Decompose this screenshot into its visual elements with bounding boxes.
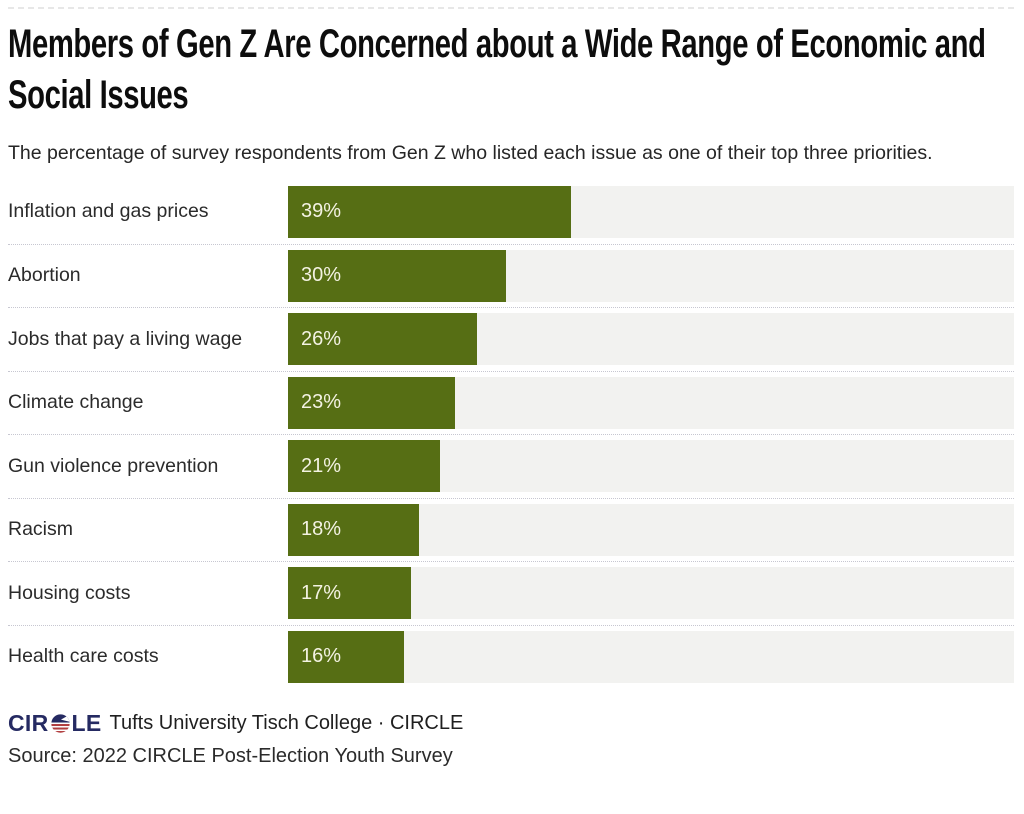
bar-row: Health care costs 16%: [8, 624, 1014, 689]
bar: 26%: [288, 313, 477, 366]
bar-value-label: 30%: [301, 264, 342, 287]
bar-row: Housing costs 17%: [8, 561, 1014, 625]
bar-row: Abortion 30%: [8, 243, 1014, 308]
category-label: Racism: [8, 518, 74, 541]
bar: 39%: [288, 185, 572, 238]
bar-value-label: 18%: [301, 518, 342, 541]
category-label: Housing costs: [8, 581, 131, 604]
page-title: Members of Gen Z Are Concerned about a W…: [8, 19, 1014, 121]
category-label: Abortion: [8, 264, 81, 287]
category-label: Inflation and gas prices: [8, 200, 209, 223]
attribution-text: Tufts University Tisch College · CIRCLE: [109, 711, 464, 734]
source-text: Source: 2022 CIRCLE Post-Election Youth …: [8, 745, 453, 767]
category-label: Gun violence prevention: [8, 454, 219, 477]
bar-track: 21%: [288, 440, 1014, 493]
bar-track: 18%: [288, 503, 1014, 556]
page-title-line-2: Social Issues: [8, 73, 189, 117]
bar-chart: Inflation and gas prices 39% Abortion 30…: [8, 180, 1014, 688]
bar-row: Jobs that pay a living wage 26%: [8, 307, 1014, 371]
bar-track: 30%: [288, 249, 1014, 302]
bar-value-label: 23%: [301, 391, 342, 414]
bar-track: 39%: [288, 185, 1014, 238]
bar: 18%: [288, 503, 419, 556]
bar: 30%: [288, 249, 506, 302]
page-title-line-1: Members of Gen Z Are Concerned about a W…: [8, 22, 986, 66]
bar-value-label: 26%: [301, 327, 342, 350]
bar: 16%: [288, 630, 405, 683]
category-label: Jobs that pay a living wage: [8, 327, 243, 350]
chart-subtitle: The percentage of survey respondents fro…: [8, 142, 933, 164]
bar-row: Gun violence prevention 21%: [8, 434, 1014, 498]
footer: CIR LE Tufts University: [8, 709, 1014, 769]
bar: 21%: [288, 440, 441, 493]
bar: 23%: [288, 376, 455, 429]
bar-value-label: 17%: [301, 581, 342, 604]
bar-row: Inflation and gas prices 39%: [8, 180, 1014, 244]
top-divider: [8, 7, 1014, 9]
category-label: Health care costs: [8, 645, 159, 668]
page: Members of Gen Z Are Concerned about a W…: [0, 7, 1024, 769]
bar-row: Racism 18%: [8, 497, 1014, 562]
bar-row: Climate change 23%: [8, 370, 1014, 435]
bar-value-label: 16%: [301, 645, 342, 668]
bar-track: 16%: [288, 630, 1014, 683]
circle-logo-text-post: LE: [71, 709, 102, 736]
circle-logo: CIR LE: [8, 710, 102, 737]
bar-track: 26%: [288, 313, 1014, 366]
bar-value-label: 21%: [301, 454, 342, 477]
attribution-line: CIR LE Tufts University: [8, 709, 1014, 737]
bar-track: 17%: [288, 567, 1014, 620]
category-label: Climate change: [8, 391, 144, 414]
circle-logo-text-pre: CIR: [8, 709, 49, 736]
bar-value-label: 39%: [301, 200, 342, 223]
bar: 17%: [288, 567, 412, 620]
circle-logo-flag-icon: [50, 714, 70, 733]
bar-track: 23%: [288, 376, 1014, 429]
